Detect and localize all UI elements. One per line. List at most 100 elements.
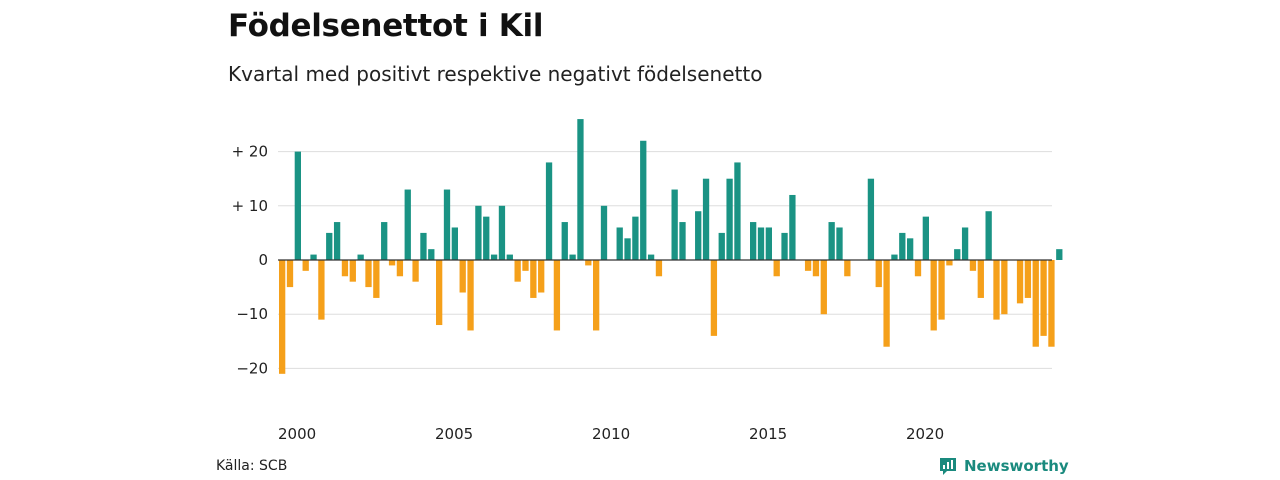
bar-positive [428,249,435,260]
bar-negative [773,260,780,277]
bar-positive [357,254,364,260]
bar-negative [812,260,820,277]
bar-layer [279,119,1063,374]
bar-positive [836,227,843,260]
bar-positive [647,254,655,260]
bar-positive [632,216,639,260]
bar-positive [561,222,568,260]
bar-positive [498,205,506,260]
bar-positive [420,232,427,260]
bar-positive [985,211,992,260]
bar-negative [914,260,922,277]
bar-negative [1016,260,1024,304]
bar-positive [381,222,388,260]
bar-positive [310,254,317,260]
axis-layer: + 20 + 10 0 −10 −20 2000 2005 2010 2015 2020 [232,143,1052,443]
bar-positive [490,254,498,260]
bar-negative [286,260,294,288]
bar-negative [1001,260,1008,315]
bar-positive [671,189,678,260]
bar-negative [946,260,953,266]
bar-positive [600,205,608,260]
bar-positive [640,140,647,260]
bar-negative [388,260,396,266]
bar-positive [757,227,765,260]
bar-negative [1040,260,1047,336]
y-tick-label: −10 [236,305,268,323]
x-tick-label: 2010 [592,425,630,443]
bar-positive [907,238,914,260]
bar-positive [702,178,710,260]
bar-negative [1024,260,1032,298]
bar-negative [396,260,404,277]
bar-negative [349,260,356,282]
bar-negative [341,260,349,277]
bar-negative [553,260,561,331]
bar-positive [506,254,513,260]
bar-negative [279,260,286,374]
bar-positive [443,189,451,260]
bar-positive [545,162,553,260]
bar-negative [365,260,372,288]
x-tick-label: 2020 [906,425,944,443]
bar-negative [844,260,851,277]
bar-negative [373,260,380,298]
bar-positive [718,232,725,260]
bar-positive [294,151,301,260]
newsworthy-logo-icon [938,456,958,476]
bar-negative [938,260,945,320]
bar-positive [333,222,341,260]
bar-positive [726,178,733,260]
bar-positive [624,238,631,260]
bar-negative [875,260,882,288]
brand-name: Newsworthy [964,457,1069,475]
bar-positive [679,222,686,260]
bar-negative [655,260,663,277]
chart-title: Födelsenettot i Kil [228,8,544,44]
bar-positive [734,162,741,260]
bar-positive [765,227,772,260]
y-tick-label: −20 [236,359,268,377]
bar-negative [459,260,466,293]
bar-positive [326,232,333,260]
bar-positive [781,232,788,260]
bar-negative [883,260,890,347]
bar-negative [930,260,937,331]
bar-negative [585,260,592,266]
bar-negative [530,260,537,298]
y-tick-label: + 10 [232,197,268,215]
y-tick-label: 0 [258,251,268,269]
bar-positive [867,178,875,260]
bar-positive [483,216,490,260]
bar-negative [522,260,529,271]
bar-positive [616,227,623,260]
bar-negative [804,260,812,271]
grid-layer [278,151,1052,369]
x-tick-label: 2005 [435,425,473,443]
bar-negative [593,260,600,331]
bar-positive [695,211,702,260]
brand-logo[interactable]: Newsworthy [938,456,1069,476]
bar-negative [969,260,977,271]
bar-positive [750,222,757,260]
bar-positive [475,205,482,260]
bar-positive [404,189,411,260]
bar-negative [412,260,419,282]
bar-negative [820,260,827,315]
bar-negative [1048,260,1055,347]
bar-positive [954,249,961,260]
bar-negative [467,260,474,331]
chart-subtitle: Kvartal med positivt respektive negativt… [228,62,763,86]
bar-positive [828,222,835,260]
bar-negative [1032,260,1039,347]
bar-positive [577,119,584,260]
bar-positive [1056,249,1063,260]
bar-negative [302,260,309,271]
bar-positive [961,227,969,260]
x-tick-label: 2015 [749,425,787,443]
bar-negative [993,260,1000,320]
bar-positive [569,254,576,260]
y-tick-label: + 20 [232,143,268,161]
bar-positive [451,227,458,260]
